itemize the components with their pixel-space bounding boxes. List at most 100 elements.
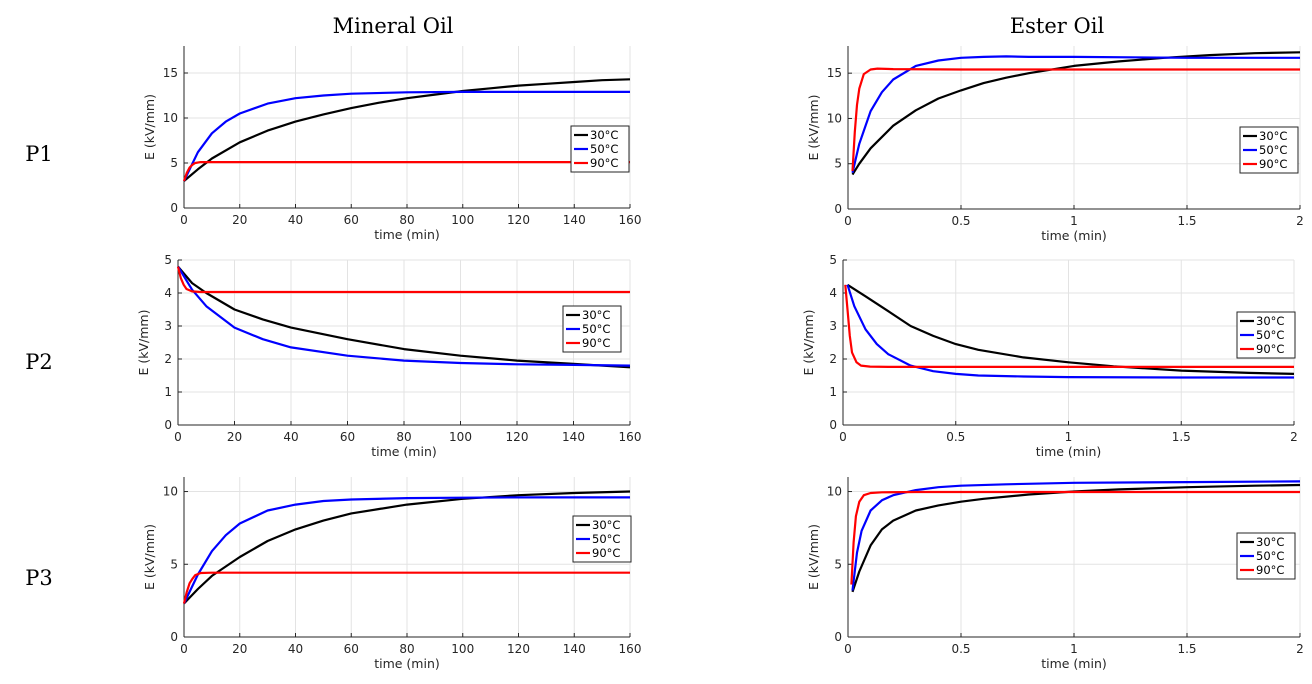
x-axis-label: time (min) [1041,228,1107,243]
y-tick-label: 15 [163,66,178,80]
series-line-30-c [851,51,1301,176]
legend-label-30-c: 30°C [592,518,620,532]
x-tick-label: 160 [619,213,642,227]
x-tick-label: 40 [283,430,298,444]
x-tick-label: 0 [180,213,188,227]
x-tick-label: 120 [507,213,530,227]
x-tick-label: 160 [619,430,642,444]
y-tick-label: 3 [829,319,837,333]
y-axis-label: E (kV/mm) [806,95,821,161]
x-tick-label: 60 [340,430,355,444]
chart-ester-oil-p1: 0 0.5 1 1.5 2 0 5 10 15 time (min) E (kV/mm) 30°C50… [806,46,1304,243]
x-tick-label: 140 [562,430,585,444]
x-axis-label: time (min) [374,227,440,242]
legend: 30°C50°C90°C [570,125,630,173]
y-tick-label: 5 [829,253,837,267]
y-tick-label: 2 [164,352,172,366]
x-axis-label: time (min) [1036,444,1102,459]
legend-label-50-c: 50°C [1256,328,1284,342]
series-line-90-c [176,266,630,294]
x-tick-label: 1.5 [1177,214,1196,228]
x-tick-label: 100 [451,213,474,227]
row-label-p2: P2 [25,350,53,374]
legend-label-30-c: 30°C [590,128,618,142]
legend-label-30-c: 30°C [1259,129,1287,143]
y-axis-label: E (kV/mm) [801,310,816,376]
x-tick-label: 20 [232,213,247,227]
y-tick-label: 10 [163,111,178,125]
x-tick-label: 1.5 [1172,430,1191,444]
x-tick-label: 2 [1296,214,1304,228]
x-tick-label: 80 [396,430,411,444]
y-tick-label: 10 [827,111,842,125]
x-tick-label: 0 [174,430,182,444]
y-tick-label: 5 [834,157,842,171]
y-tick-label: 4 [164,286,172,300]
y-tick-label: 10 [827,485,842,499]
legend-label-90-c: 90°C [582,336,610,350]
x-tick-label: 0 [844,214,852,228]
x-tick-label: 40 [288,213,303,227]
row-label-p1: P1 [25,142,53,166]
chart-ester-oil-p3: 0 0.5 1 1.5 2 0 5 10 time (min) E (kV/mm) 30°C50°C… [806,477,1304,671]
series-line-90-c [844,284,1294,368]
legend-label-50-c: 50°C [592,532,620,546]
x-tick-label: 80 [399,213,414,227]
x-tick-label: 1 [1070,642,1078,656]
x-tick-label: 20 [227,430,242,444]
legend-label-50-c: 50°C [582,322,610,336]
x-tick-label: 20 [232,642,247,656]
x-tick-label: 100 [451,642,474,656]
x-tick-label: 60 [344,642,359,656]
legend: 30°C50°C90°C [562,305,622,353]
series-line-90-c [182,161,630,182]
legend-label-90-c: 90°C [1256,342,1284,356]
legend-label-50-c: 50°C [1256,549,1284,563]
y-axis-label: E (kV/mm) [142,94,157,160]
legend-label-90-c: 90°C [592,546,620,560]
y-tick-label: 4 [829,286,837,300]
series-line-30-c [851,483,1301,593]
legend: 30°C50°C90°C [1236,311,1296,359]
x-tick-label: 2 [1290,430,1298,444]
legend-label-30-c: 30°C [1256,535,1284,549]
x-tick-label: 80 [399,642,414,656]
x-axis-label: time (min) [374,656,440,671]
series-line-90-c [851,67,1300,172]
series-line-50-c [177,266,631,367]
legend-label-30-c: 30°C [1256,314,1284,328]
x-tick-label: 140 [563,642,586,656]
x-tick-label: 160 [619,642,642,656]
y-tick-label: 5 [164,253,172,267]
column-title-ester-oil: Ester Oil [1010,14,1105,38]
y-tick-label: 0 [170,201,178,215]
x-tick-label: 0 [180,642,188,656]
y-tick-label: 10 [163,485,178,499]
y-tick-label: 0 [170,630,178,644]
y-tick-label: 5 [170,557,178,571]
legend-label-50-c: 50°C [590,142,618,156]
x-tick-label: 40 [288,642,303,656]
series-line-50-c [846,284,1294,379]
series-line-50-c [851,480,1301,591]
legend: 30°C50°C90°C [1239,126,1299,174]
x-tick-label: 100 [449,430,472,444]
row-label-p3: P3 [25,566,53,590]
x-tick-label: 140 [563,213,586,227]
x-axis-label: time (min) [371,444,437,459]
y-tick-label: 5 [834,557,842,571]
y-tick-label: 15 [827,66,842,80]
x-tick-label: 2 [1296,642,1304,656]
y-axis-label: E (kV/mm) [142,524,157,590]
legend-label-90-c: 90°C [1256,563,1284,577]
x-tick-label: 120 [506,430,529,444]
chart-mineral-oil-p3: 0 20 40 60 80 100 120 140 160 0 5 10 time (min) E (kV… [142,477,641,671]
series-line-50-c [183,496,630,604]
legend-label-90-c: 90°C [590,156,618,170]
x-tick-label: 1 [1070,214,1078,228]
x-tick-label: 0.5 [946,430,965,444]
x-tick-label: 1 [1065,430,1073,444]
x-tick-label: 0.5 [951,642,970,656]
y-tick-label: 0 [834,630,842,644]
